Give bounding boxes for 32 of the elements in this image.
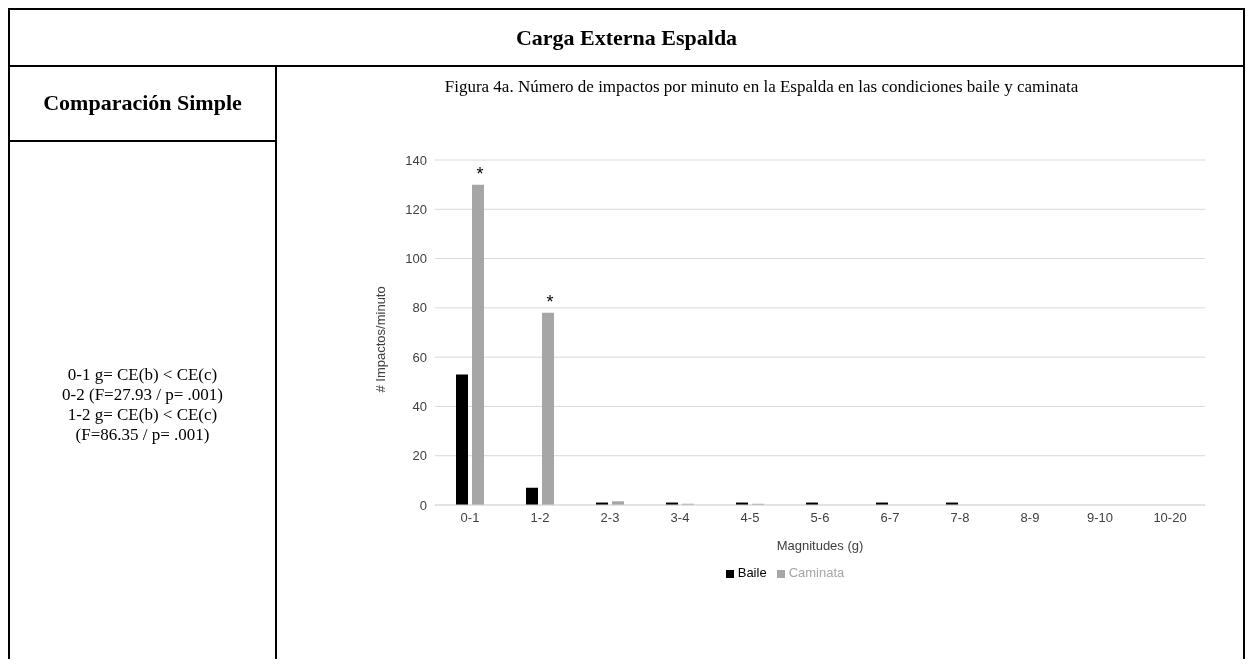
text: (F=86.35 / p= .001) [74, 425, 211, 445]
x-tick-label: 4-5 [740, 510, 760, 526]
y-tick-label: 20 [412, 448, 427, 464]
text: 1-2 g= CE(b) < CE(c) [66, 405, 219, 425]
y-tick-label: 140 [405, 152, 427, 168]
legend-label: Baile [737, 565, 767, 580]
x-tick-label: 2-3 [600, 510, 620, 526]
y-tick-label: 100 [405, 251, 427, 267]
y-tick-label: 40 [412, 399, 427, 415]
text: 0-2 (F=27.93 / p= .001) [61, 385, 224, 405]
annotation: * [546, 291, 554, 312]
text: Carga Externa Espalda [10, 10, 1243, 67]
text: 0-1 g= CE(b) < CE(c) [66, 365, 219, 385]
x-axis-title: Magnitudes (g) [776, 538, 864, 553]
y-tick-label: 120 [405, 201, 427, 217]
x-tick-label: 9-10 [1086, 510, 1114, 526]
x-tick-label: 0-1 [460, 510, 480, 526]
x-tick-label: 1-2 [530, 510, 550, 526]
x-tick-label: 8-9 [1020, 510, 1040, 526]
x-tick-label: 7-8 [950, 510, 970, 526]
y-tick-label: 60 [412, 349, 427, 365]
chart-title: Figura 4a. Número de impactos por minuto en la Espalda en las condiciones baile y caminata [443, 76, 1080, 98]
x-tick-label: 5-6 [810, 510, 830, 526]
x-tick-label: 10-20 [1153, 510, 1187, 526]
x-tick-label: 3-4 [670, 510, 690, 526]
y-tick-label: 0 [419, 497, 427, 513]
text: Comparación Simple [10, 65, 277, 142]
x-tick-label: 6-7 [880, 510, 900, 526]
y-tick-label: 80 [412, 300, 427, 316]
annotation: * [476, 163, 484, 184]
legend-label: Caminata [788, 565, 845, 580]
y-axis-title: # Impactos/minuto [372, 286, 388, 393]
